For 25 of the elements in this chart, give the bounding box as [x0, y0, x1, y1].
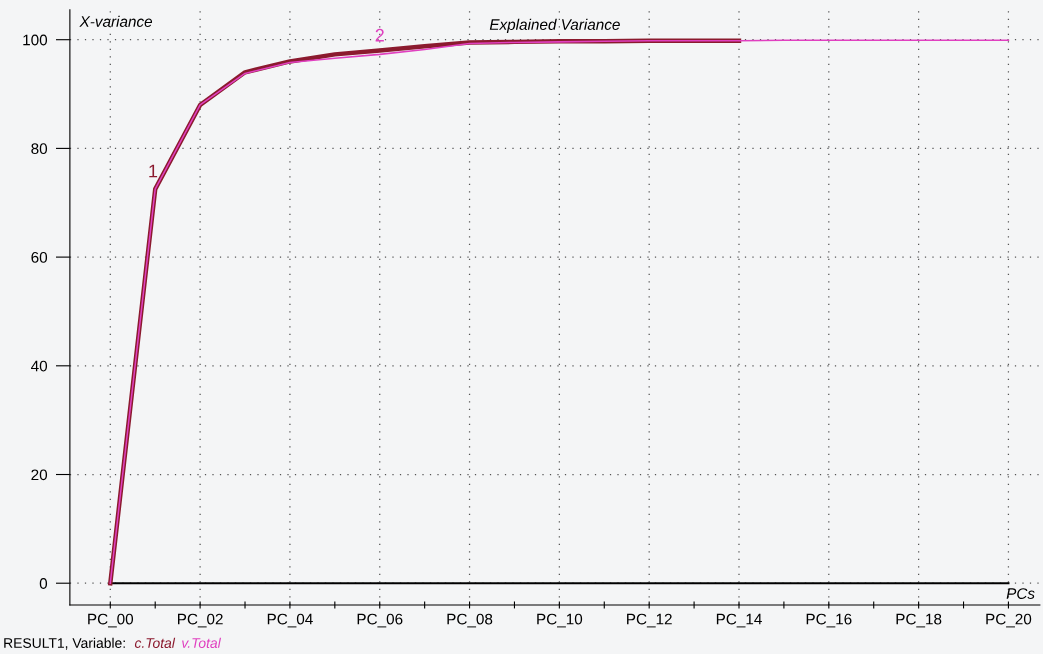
y-tick-label: 20	[31, 469, 48, 481]
annotation: 1	[149, 164, 158, 178]
text: v.Total	[182, 637, 222, 648]
x-tick-label: PC_20	[986, 613, 1032, 628]
y-tick-label: 60	[31, 251, 48, 263]
y-tick-label: 0	[39, 578, 48, 589]
x-axis-title: PCs	[1006, 588, 1035, 599]
x-tick-label: PC_10	[537, 613, 583, 628]
x-tick-label: PC_18	[896, 613, 942, 628]
text: c.Total	[134, 637, 176, 648]
annotation: 2	[375, 28, 384, 42]
x-tick-label: PC_04	[267, 613, 313, 628]
y-tick-label: 40	[31, 360, 48, 372]
y-tick-label: 80	[31, 143, 48, 155]
x-tick-label: PC_00	[88, 613, 134, 628]
text: RESULT1, Variable:	[4, 637, 125, 650]
y-tick-label: 100	[23, 34, 48, 46]
x-tick-label: PC_14	[716, 613, 762, 628]
x-tick-label: PC_06	[357, 613, 403, 628]
x-tick-label: PC_16	[806, 613, 852, 628]
text: Explained Variance	[489, 18, 620, 33]
x-tick-label: PC_12	[627, 613, 672, 628]
y-axis-title: X-variance	[79, 15, 153, 27]
x-tick-label: PC_08	[447, 613, 493, 628]
x-tick-label: PC_02	[178, 613, 223, 628]
